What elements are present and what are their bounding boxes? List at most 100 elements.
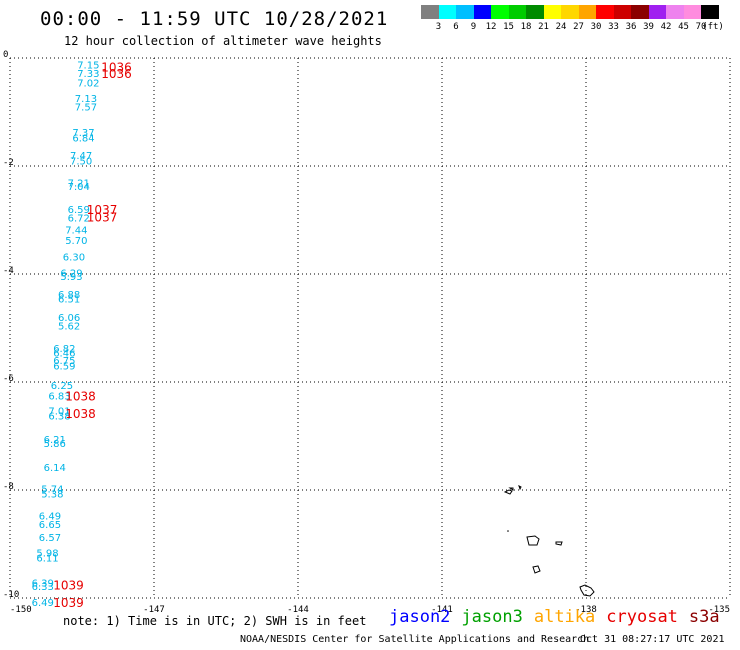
wave-height-label: 6.14 [44,463,66,474]
color-scale-tick: 70 [695,22,707,32]
wave-height-label: 6.33 [32,582,54,593]
legend-entry: jason2 [389,607,451,627]
x-tick-label: -144 [287,605,309,615]
legend-entry: cryosat [606,607,678,627]
wave-height-label: 7.44 [65,225,87,236]
color-scale-tick: 36 [625,22,637,32]
color-swatch [491,5,509,19]
pressure-label: 1037 [87,203,118,217]
color-swatch [456,5,474,19]
wave-height-label: 6.83 [48,392,70,403]
pressure-label: 1039 [53,579,84,593]
wave-height-label: 6.38 [48,412,70,423]
color-scale-bar [421,5,719,19]
y-tick-label: 0 [3,50,8,60]
pressure-label: 1039 [53,596,84,610]
color-swatch [648,5,666,19]
wave-height-label: 5.98 [36,548,58,559]
y-tick-label: -4 [3,266,14,276]
color-swatch [508,5,526,19]
wave-height-label: 6.30 [63,252,85,263]
wave-height-label: 7.37 [72,128,94,139]
wave-height-label: 6.46 [53,349,75,360]
chart-subtitle: 12 hour collection of altimeter wave hei… [64,34,382,48]
pressure-label: 1038 [65,407,96,421]
color-scale-tick: 12 [485,22,497,32]
color-swatch [561,5,579,19]
color-scale-tick: 6 [453,22,459,32]
chart-title: 00:00 - 11:59 UTC 10/28/2021 [40,8,389,30]
footnote: note: 1) Time is in UTC; 2) SWH is in fe… [63,614,367,628]
color-scale-tick: 24 [555,22,567,32]
color-scale-tick: (ft) [702,22,724,32]
wave-height-label: 7.04 [68,182,90,193]
wave-height-label: 6.29 [60,269,82,280]
color-swatch [421,5,439,19]
wave-height-label: 5.62 [58,322,80,333]
wave-height-label: 5.74 [41,485,63,496]
generation-timestamp: Oct 31 08:27:17 UTC 2021 [580,634,725,645]
island-outline [579,584,595,597]
wave-height-label: 6.11 [36,554,58,565]
pressure-label: 1038 [65,390,96,404]
color-scale-tick: 45 [678,22,689,32]
color-swatch [438,5,456,19]
wave-height-label: 7.01 [48,406,70,417]
island-outline [508,487,514,491]
color-swatch [526,5,544,19]
island-outline [555,541,563,546]
wave-height-label: 6.59 [68,205,90,216]
wave-height-label: 6.84 [72,134,94,145]
wave-height-label: 6.75 [53,356,75,367]
wave-height-label: 6.82 [53,344,75,355]
y-tick-label: -6 [3,374,14,384]
x-tick-label: -138 [575,605,597,615]
wave-height-label: 6.21 [44,435,66,446]
wave-height-label: 7.13 [75,94,97,105]
wave-height-label: 6.25 [51,381,73,392]
island-outline [518,485,522,491]
island-dot [507,530,509,532]
color-swatch [578,5,596,19]
wave-height-label: 5.70 [65,236,87,247]
color-swatch [596,5,614,19]
color-swatch [543,5,561,19]
color-swatch [473,5,491,19]
pressure-label: 1036 [101,67,132,81]
pressure-label: 1036 [101,60,132,74]
wave-height-label: 7.33 [77,69,99,80]
wave-height-label: 5.86 [44,439,66,450]
color-scale-tick: 21 [538,22,549,32]
wave-height-label: 6.59 [53,361,75,372]
color-scale-tick: 15 [503,22,514,32]
wave-height-label: 6.51 [58,295,80,306]
color-swatch [631,5,649,19]
color-scale-tick: 27 [573,22,584,32]
color-swatch [666,5,684,19]
wave-height-label: 6.88 [58,290,80,301]
color-scale-tick: 39 [643,22,654,32]
wave-height-label: 7.57 [75,102,97,113]
y-tick-label: -8 [3,482,14,492]
x-tick-label: -147 [143,605,165,615]
wave-height-label: 7.15 [77,61,99,72]
color-swatch [683,5,701,19]
island-outline [503,489,513,495]
color-scale-tick: 42 [660,22,672,32]
wave-height-label: 6.49 [39,512,61,523]
color-swatch [613,5,631,19]
legend-entry: altika [533,607,596,627]
wave-height-label: 7.02 [77,79,99,90]
color-scale-tick: 30 [590,22,602,32]
wave-height-label: 6.49 [32,598,54,609]
x-tick-label: -150 [10,605,32,615]
wave-height-label: 6.39 [32,579,54,590]
pressure-label: 1037 [87,210,118,224]
wave-height-label: 6.65 [39,520,61,531]
wave-height-label: 6.06 [58,313,80,324]
x-tick-label: -135 [708,605,730,615]
y-tick-label: -10 [3,590,19,600]
wave-height-label: 7.50 [70,156,92,167]
satellite-legend: jason2 jason3 altika cryosat s3a [389,607,720,627]
